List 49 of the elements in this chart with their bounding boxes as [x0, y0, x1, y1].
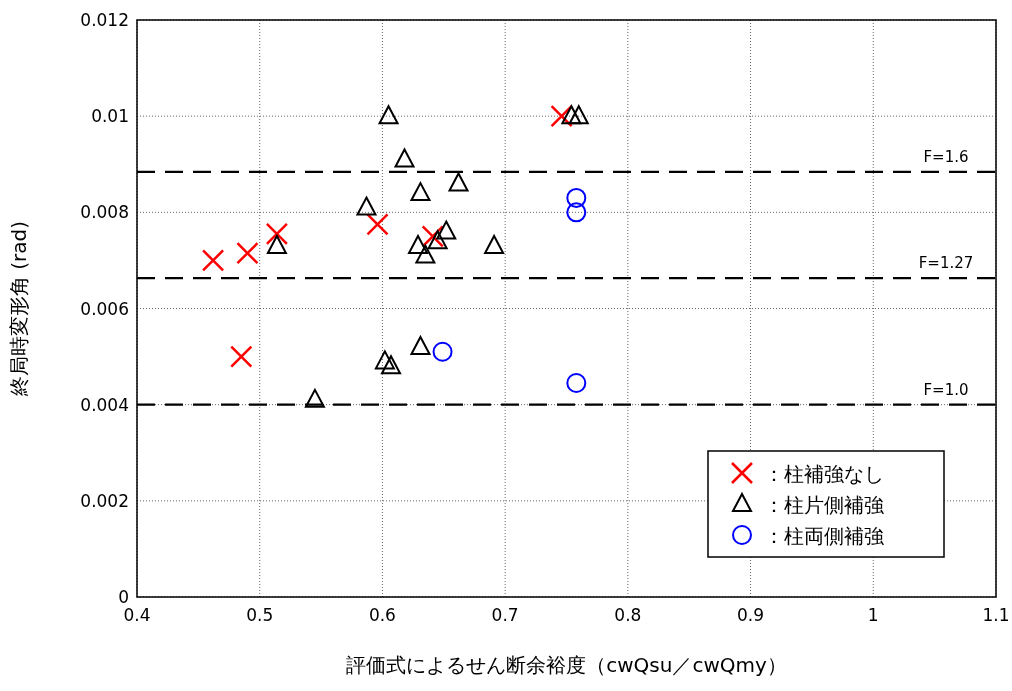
- point: [381, 355, 402, 375]
- point: [484, 234, 505, 254]
- x-tick-label: 0.4: [123, 605, 151, 625]
- y-tick-label: 0.006: [80, 298, 129, 319]
- y-tick-label: 0.002: [80, 490, 129, 511]
- x-tick-label: 0.5: [246, 605, 274, 625]
- point: [408, 234, 429, 254]
- x-tick-label: 0.7: [491, 605, 519, 625]
- point: [236, 241, 259, 265]
- point: [410, 182, 431, 202]
- point: [566, 187, 587, 208]
- point: [230, 345, 253, 368]
- legend-label: ：柱補強なし: [764, 462, 884, 486]
- point: [427, 230, 448, 250]
- point: [378, 105, 399, 125]
- point: [266, 234, 287, 254]
- point: [356, 196, 377, 216]
- point: [304, 388, 325, 408]
- point: [394, 148, 415, 168]
- legend-label: ：柱片側補強: [764, 493, 884, 517]
- x-tick-label: 0.9: [737, 605, 765, 625]
- y-tick-label: 0.008: [80, 202, 129, 223]
- point: [366, 213, 389, 236]
- point: [561, 105, 582, 125]
- point: [568, 105, 589, 125]
- point: [201, 249, 225, 272]
- point: [432, 341, 453, 362]
- y-tick-label: 0.012: [80, 10, 129, 30]
- annotation: F=1.0: [923, 380, 969, 399]
- x-axis-title: 評価式によるせん断余裕度（cwQsu／cwQmy）: [346, 653, 787, 677]
- legend-label: ：柱両側補強: [764, 524, 884, 548]
- y-tick-label: 0.004: [80, 394, 129, 415]
- annotation: F=1.27: [918, 254, 974, 273]
- x-tick-label: 0.6: [368, 605, 396, 625]
- y-axis-title: 終局時変形角 (rad): [7, 220, 31, 398]
- x-tick-label: 0.8: [614, 605, 642, 625]
- point: [448, 172, 469, 192]
- annotation: F=1.6: [923, 147, 969, 166]
- point: [374, 350, 395, 370]
- point: [265, 222, 289, 246]
- y-tick-label: 0: [118, 587, 129, 607]
- x-tick-label: 1.1: [982, 605, 1010, 625]
- point: [566, 373, 587, 394]
- x-tick-label: 1: [867, 605, 879, 625]
- point: [415, 244, 436, 264]
- point: [410, 335, 431, 355]
- y-tick-label: 0.01: [91, 106, 129, 127]
- point: [436, 220, 457, 240]
- point: [566, 202, 587, 223]
